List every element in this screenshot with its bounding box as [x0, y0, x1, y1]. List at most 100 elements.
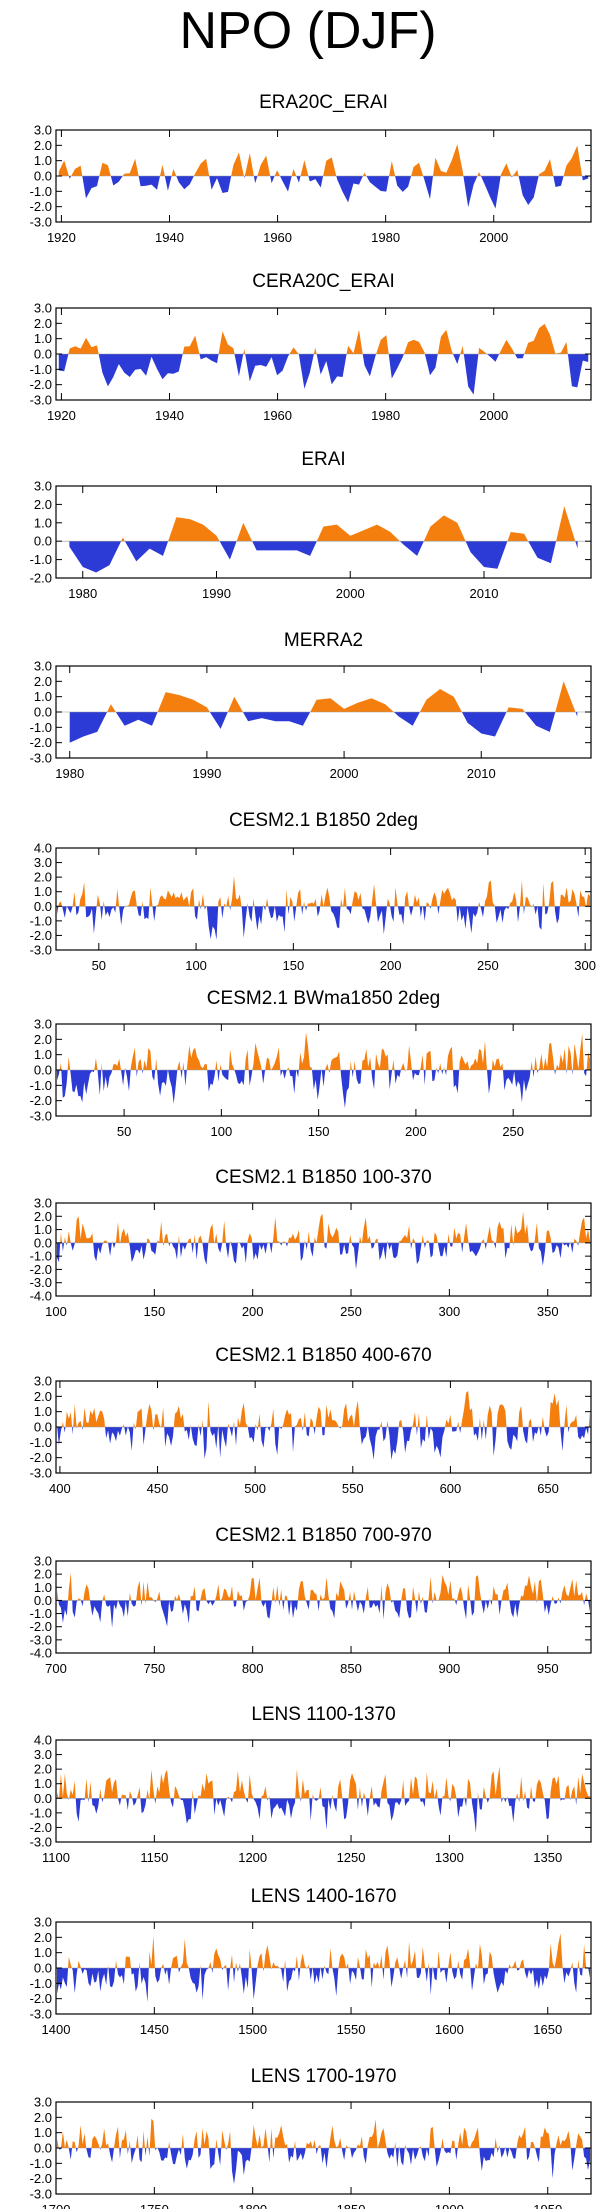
y-tick-label: -1.0: [30, 1976, 52, 1991]
figure-title: NPO (DJF): [179, 2, 436, 60]
x-tick-label: 1600: [435, 2022, 464, 2037]
x-tick-label: 1960: [263, 408, 292, 423]
y-tick-label: 0.0: [34, 1235, 52, 1250]
y-tick-label: 2.0: [34, 870, 52, 885]
y-tick-label: 2.0: [34, 316, 52, 331]
x-tick-label: 400: [49, 1481, 71, 1496]
y-tick-label: 2.0: [34, 1567, 52, 1582]
y-tick-label: 0.0: [34, 169, 52, 184]
y-tick-label: 3.0: [34, 1374, 52, 1389]
y-tick-label: -2.0: [30, 1093, 52, 1108]
y-tick-label: -1.0: [30, 1078, 52, 1093]
x-tick-label: 1980: [371, 408, 400, 423]
y-tick-label: 0.0: [34, 1961, 52, 1976]
y-tick-label: -3.0: [30, 1835, 52, 1850]
panel-title: MERRA2: [284, 630, 363, 651]
y-tick-label: 1.0: [34, 153, 52, 168]
y-tick-label: 3.0: [34, 1747, 52, 1762]
y-tick-label: 4.0: [34, 841, 52, 856]
y-tick-label: -2.0: [30, 1450, 52, 1465]
y-tick-label: -2.0: [30, 2171, 52, 2186]
x-tick-label: 150: [143, 1304, 165, 1319]
x-tick-label: 350: [537, 1304, 559, 1319]
y-tick-label: 0.0: [34, 534, 52, 549]
y-tick-label: -1.0: [30, 1805, 52, 1820]
panel-title: CESM2.1 B1850 700-970: [215, 1525, 432, 1546]
x-tick-label: 1980: [55, 766, 84, 781]
plot-frame: [55, 1202, 592, 1297]
y-tick-label: -2.0: [30, 1619, 52, 1634]
x-tick-label: 1250: [337, 1850, 366, 1865]
positive-area: [58, 144, 589, 176]
x-tick-label: 1960: [263, 230, 292, 245]
y-tick-label: 3.0: [34, 1017, 52, 1032]
y-tick-label: -1.0: [30, 913, 52, 928]
x-tick-label: 600: [440, 1481, 462, 1496]
x-tick-label: 550: [342, 1481, 364, 1496]
y-tick-label: 1.0: [34, 1222, 52, 1237]
y-tick-label: -2.0: [30, 735, 52, 750]
x-tick-label: 1800: [238, 2202, 267, 2209]
y-tick-label: 2.0: [34, 1762, 52, 1777]
x-tick-label: 50: [117, 1124, 131, 1139]
x-tick-label: 50: [92, 958, 106, 973]
negative-area: [56, 1600, 591, 1628]
x-tick-label: 650: [537, 1481, 559, 1496]
x-tick-label: 2000: [330, 766, 359, 781]
y-tick-label: -3.0: [30, 943, 52, 958]
x-tick-label: 1990: [202, 586, 231, 601]
y-tick-label: -3.0: [30, 1275, 52, 1290]
x-tick-label: 1350: [533, 1850, 562, 1865]
positive-area: [56, 2118, 591, 2148]
y-tick-label: 1.0: [34, 1404, 52, 1419]
y-tick-label: 1.0: [34, 884, 52, 899]
y-tick-label: -2.0: [30, 928, 52, 943]
x-tick-label: 250: [502, 1124, 524, 1139]
y-tick-label: 0.0: [34, 1420, 52, 1435]
x-tick-label: 750: [143, 1661, 165, 1676]
y-tick-label: 3.0: [34, 479, 52, 494]
x-tick-label: 2000: [336, 586, 365, 601]
positive-area: [56, 1572, 591, 1601]
y-tick-label: 2.0: [34, 1209, 52, 1224]
x-tick-label: 2000: [479, 408, 508, 423]
x-tick-label: 250: [477, 958, 499, 973]
y-tick-label: 1.0: [34, 1945, 52, 1960]
positive-area: [56, 1391, 591, 1427]
plot-frame: [55, 847, 592, 951]
y-tick-label: -1.0: [30, 1606, 52, 1621]
negative-area: [56, 1070, 591, 1108]
y-tick-label: 2.0: [34, 1389, 52, 1404]
y-tick-label: -3.0: [30, 2007, 52, 2022]
positive-area: [69, 681, 578, 712]
plot-frame: [55, 485, 592, 579]
x-tick-label: 1150: [140, 1850, 168, 1865]
x-tick-label: 950: [537, 1661, 559, 1676]
y-tick-label: 3.0: [34, 301, 52, 316]
panel-11: LENS 1700-19703.02.01.00.0-1.0-2.0-3.017…: [30, 2066, 592, 2209]
y-tick-label: 3.0: [34, 1915, 52, 1930]
x-tick-label: 100: [185, 958, 207, 973]
x-tick-label: 200: [405, 1124, 427, 1139]
y-tick-label: -2.0: [30, 1262, 52, 1277]
plot-frame: [55, 1560, 592, 1654]
x-tick-label: 150: [308, 1124, 330, 1139]
panel-6: CESM2.1 B1850 100-370 3.02.01.00.0-1.0-2.…: [30, 1167, 592, 1319]
y-tick-label: -3.0: [30, 1632, 52, 1647]
x-tick-label: 1900: [435, 2202, 464, 2209]
y-tick-label: 1.0: [34, 515, 52, 530]
x-tick-label: 1940: [155, 230, 184, 245]
negative-area: [56, 2148, 591, 2184]
y-tick-label: 0.0: [34, 2141, 52, 2156]
panel-10: LENS 1400-16703.02.01.00.0-1.0-2.0-3.014…: [30, 1886, 592, 2037]
y-tick-label: -4.0: [30, 1646, 52, 1661]
y-tick-label: 3.0: [34, 2095, 52, 2110]
plot-frame: [55, 1739, 592, 1843]
y-tick-label: 2.0: [34, 2110, 52, 2125]
panel-title: CESM2.1 B1850 2deg: [229, 810, 418, 831]
panel-title: CESM2.1 B1850 100-370: [215, 1167, 432, 1188]
panel-1: CERA20C_ERAI 3.02.01.00.0-1.0-2.0-3.01920…: [30, 271, 592, 423]
y-tick-label: -3.0: [30, 751, 52, 766]
